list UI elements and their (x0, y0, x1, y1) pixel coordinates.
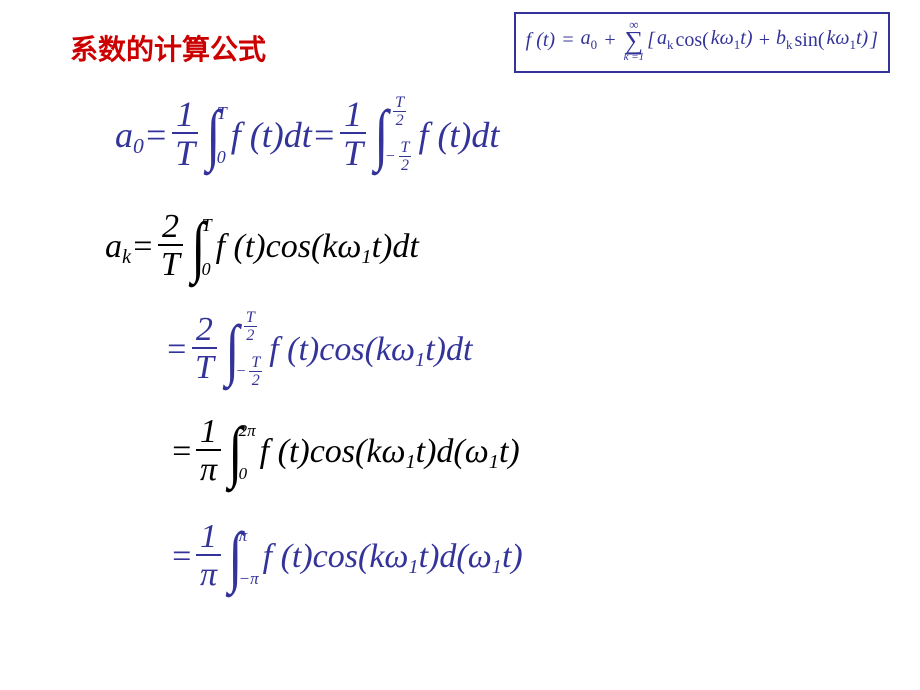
ak3-integrand: f (t)cos(kω1t)d(ω1t) (260, 433, 520, 471)
ak4-frac: 1 π (196, 520, 221, 593)
fs-bracket-r: ] (870, 29, 878, 52)
a0-limits2: T2 −T2 (385, 95, 415, 174)
ak1-integrand: f (t)cos(kω1t)dt (216, 228, 419, 266)
a0-integrand1: f (t)dt (231, 114, 312, 156)
ak2-integrand: f (t)cos(kω1t)dt (269, 331, 472, 369)
ak2-limits: T2 −T2 (236, 310, 266, 389)
a0-eq: = (144, 114, 168, 156)
ak3-frac: 1 π (196, 415, 221, 488)
eq-a0: a0 = 1 T ∫ T 0 f (t)dt = 1 T ∫ T2 −T2 f … (115, 95, 499, 174)
fourier-series-box: f (t) = a0 + ∞ ∑ k =1 [ ak cos( kω1t) + … (514, 12, 890, 73)
ak4-eq: = (170, 538, 193, 576)
integral-sign: ∫ (191, 223, 205, 271)
a0-frac2: 1 T (339, 96, 367, 174)
page-title: 系数的计算公式 (70, 28, 266, 68)
fs-kw1t2: kω1t) (826, 27, 868, 53)
eq-ak-line2: = 2 T ∫ T2 −T2 f (t)cos(kω1t)dt (165, 310, 472, 389)
ak1-frac: 2 T (157, 210, 184, 283)
a0-integrand2: f (t)dt (418, 114, 499, 156)
ak-label: ak (105, 228, 131, 266)
integral-sign: ∫ (228, 428, 242, 476)
integral-sign: ∫ (206, 111, 220, 159)
fs-kw1t: kω1t) (711, 27, 753, 53)
ak2-frac: 2 T (191, 313, 218, 386)
a0-label: a0 (115, 114, 144, 156)
fs-eq: = (561, 29, 575, 52)
integral-sign: ∫ (374, 111, 388, 159)
sum-symbol: ∞ ∑ k =1 (624, 18, 645, 63)
eq-ak-line4: = 1 π ∫ π −π f (t)cos(kω1t)d(ω1t) (170, 520, 523, 593)
a0-eq2: = (312, 114, 336, 156)
eq-ak-line1: ak = 2 T ∫ T 0 f (t)cos(kω1t)dt (105, 210, 419, 283)
fs-a0: a0 (581, 27, 598, 53)
fs-lhs: f (t) (526, 29, 555, 52)
fs-sin: sin( (794, 29, 824, 52)
ak2-eq: = (165, 331, 188, 369)
fs-bk: bk (776, 27, 793, 53)
fs-plus2: + (757, 29, 771, 52)
fs-ak: ak (657, 27, 674, 53)
eq-ak-line3: = 1 π ∫ 2π 0 f (t)cos(kω1t)d(ω1t) (170, 415, 520, 488)
fs-cos: cos( (675, 29, 708, 52)
ak4-integrand: f (t)cos(kω1t)d(ω1t) (263, 538, 523, 576)
a0-frac1: 1 T (171, 96, 199, 174)
fs-bracket-l: [ (647, 29, 655, 52)
fs-plus: + (603, 29, 617, 52)
integral-sign: ∫ (225, 326, 239, 374)
integral-sign: ∫ (228, 533, 242, 581)
ak3-eq: = (170, 433, 193, 471)
ak1-eq: = (131, 228, 154, 266)
